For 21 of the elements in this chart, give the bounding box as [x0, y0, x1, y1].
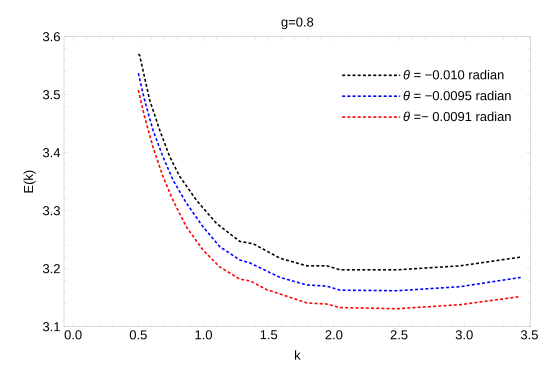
y-tick-label: 3.4 [42, 148, 60, 158]
legend-label: θ =− 0.0091 radian [404, 112, 511, 122]
legend-label: θ = −0.0095 radian [404, 90, 511, 100]
y-tick-label: 3.3 [42, 206, 60, 216]
x-tick-label: 3.5 [520, 330, 538, 340]
y-tick-label: 3.2 [42, 264, 60, 274]
legend-label: θ = −0.010 radian [404, 70, 504, 80]
y-tick-label: 3.1 [42, 322, 60, 332]
y-tick-label: 3.5 [42, 90, 60, 100]
y-axis-title: E(k) [24, 170, 36, 193]
line-series [138, 53, 522, 271]
x-tick-label: 0.0 [64, 330, 82, 340]
x-axis-title: k [294, 350, 301, 360]
x-tick-label: 2.5 [390, 330, 408, 340]
x-tick-label: 2.0 [326, 330, 342, 340]
x-tick-label: 3.0 [456, 330, 473, 340]
y-tick-label: 3.6 [42, 32, 60, 42]
x-tick-label: 0.5 [130, 330, 147, 340]
chart-title: g=0.8 [282, 17, 314, 30]
x-tick-label: 1.5 [260, 330, 278, 340]
x-tick-label: 1.0 [195, 330, 212, 340]
